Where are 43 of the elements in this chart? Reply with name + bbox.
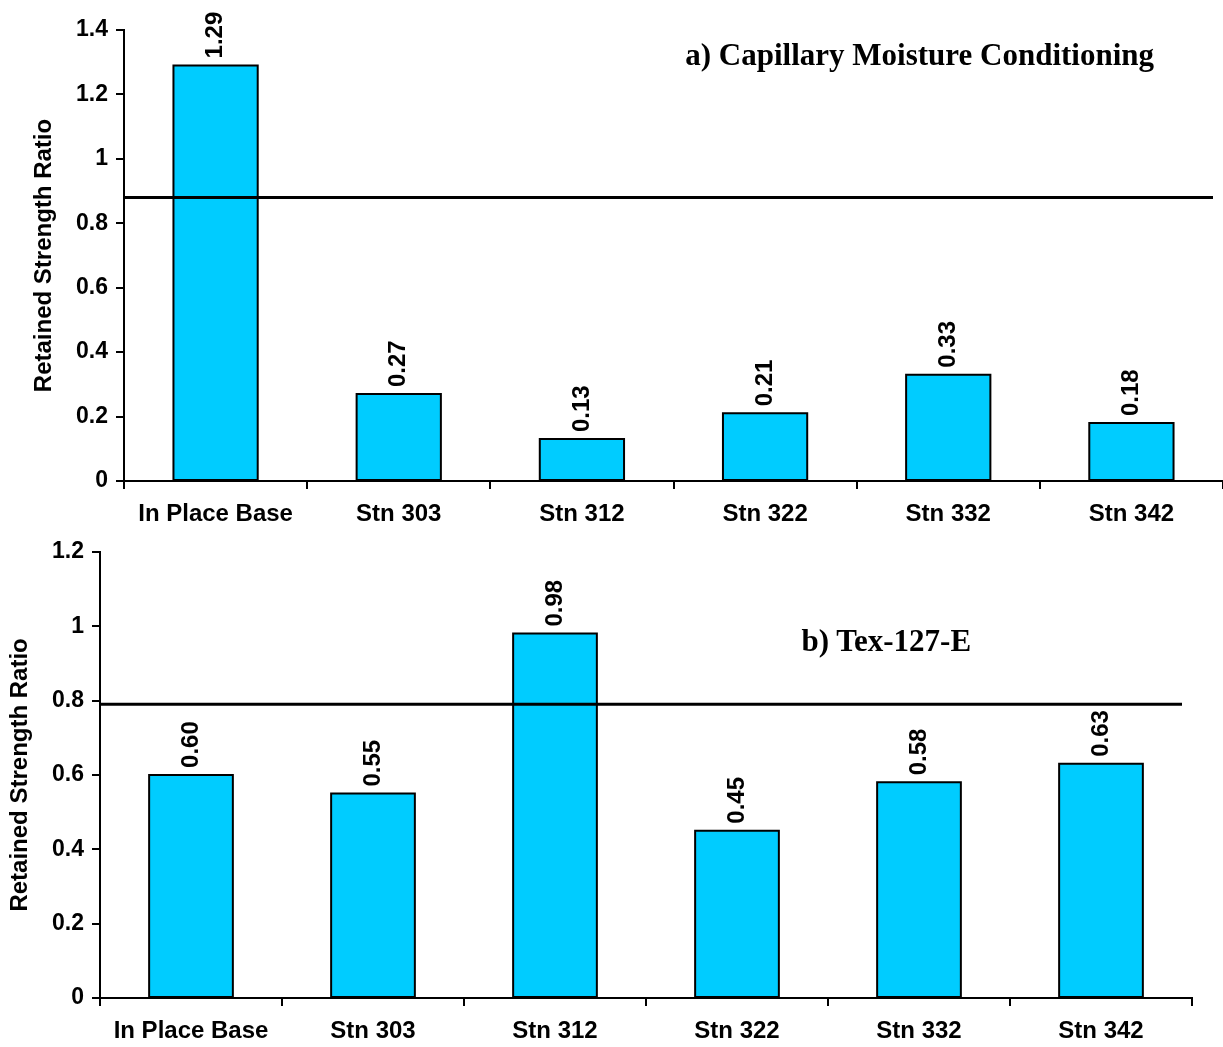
y-tick-label: 1 [71, 611, 85, 638]
data-label: 0.18 [1116, 369, 1144, 417]
y-axis-title: Retained Strength Ratio [5, 638, 33, 912]
data-label: 0.55 [357, 739, 385, 787]
y-tick-label: 1 [95, 144, 109, 171]
y-tick-label: 1.2 [76, 79, 108, 106]
y-tick-label: 0.2 [52, 908, 84, 935]
x-tick-label: Stn 312 [539, 499, 625, 527]
y-tick-label: 0 [95, 466, 108, 493]
x-tick-label: Stn 342 [1088, 499, 1175, 527]
y-tick-label: 0.8 [76, 208, 109, 235]
x-tick-label: Stn 312 [512, 1016, 598, 1044]
y-tick-label: 0.8 [52, 685, 85, 712]
x-tick-label: In Place Base [113, 1016, 269, 1044]
data-label: 0.63 [1085, 710, 1113, 757]
x-tick-label: Stn 332 [876, 1016, 962, 1044]
data-label: 0.13 [566, 385, 594, 433]
y-tick-label: 1.4 [76, 15, 109, 42]
y-tick-label: 0.4 [76, 337, 109, 364]
y-tick-label: 0 [71, 983, 84, 1010]
y-tick-label: 0.6 [76, 273, 108, 300]
x-tick-label: Stn 303 [330, 1016, 416, 1044]
data-label: 0.60 [175, 721, 203, 768]
y-axis-title: Retained Strength Ratio [29, 118, 57, 393]
data-label: 0.21 [749, 359, 777, 407]
data-label: 1.29 [200, 11, 228, 59]
data-label: 0.33 [932, 320, 960, 368]
data-label: 0.45 [721, 776, 749, 824]
x-tick-label: Stn 322 [694, 1016, 780, 1044]
y-tick-label: 0.4 [52, 834, 85, 861]
x-tick-label: Stn 332 [905, 499, 991, 527]
data-label: 0.58 [903, 728, 931, 776]
y-tick-label: 0.6 [52, 760, 84, 787]
chart-title: a) Capillary Moisture Conditioning [685, 37, 1155, 73]
text: b) Tex-127-E [801, 622, 972, 658]
y-tick-label: 0.2 [76, 401, 108, 428]
x-tick-label: In Place Base [138, 499, 293, 527]
data-label: 0.27 [383, 340, 411, 388]
x-tick-label: Stn 342 [1058, 1016, 1144, 1044]
x-tick-label: Stn 322 [722, 499, 808, 527]
data-label: 0.98 [539, 579, 567, 627]
y-tick-label: 1.2 [52, 537, 84, 564]
x-tick-label: Stn 303 [356, 499, 442, 527]
